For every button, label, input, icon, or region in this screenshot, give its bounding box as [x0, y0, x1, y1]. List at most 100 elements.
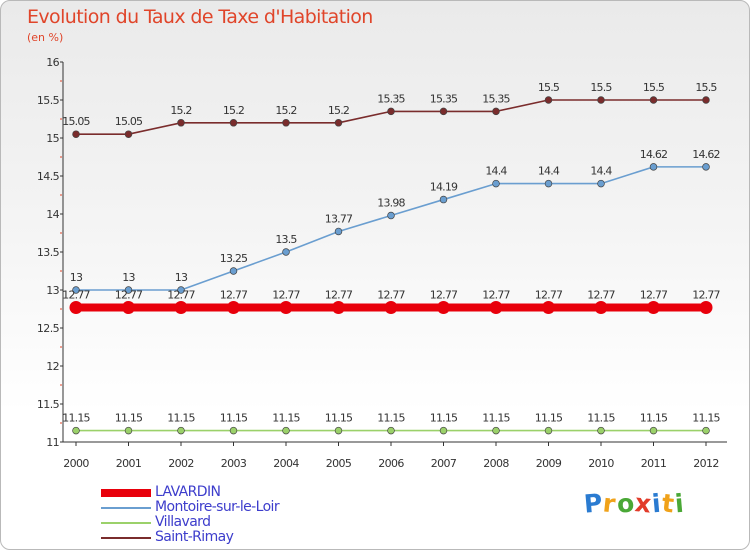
series-point-1 — [177, 286, 185, 294]
series-point-3 — [649, 96, 658, 104]
y-tick-label: 13 — [46, 284, 59, 297]
data-label-2: 11.15 — [640, 412, 668, 425]
data-label-3: 15.2 — [223, 104, 244, 117]
series-point-3 — [282, 119, 290, 127]
y-tick-label: 14 — [46, 208, 59, 221]
series-line-1 — [76, 166, 706, 291]
data-label-3: 15.5 — [643, 81, 665, 94]
data-label-2: 11.15 — [377, 412, 405, 425]
chart-legend: LAVARDIN Montoire-sur-le-Loir Villavard Sai… — [101, 485, 280, 545]
legend-label: Montoire-sur-le-Loir — [155, 499, 280, 515]
x-tick-label: 2003 — [221, 457, 247, 470]
legend-swatch — [101, 536, 151, 539]
x-tick-label: 2002 — [168, 457, 194, 470]
series-point-1 — [282, 248, 290, 256]
data-label-1: 13.77 — [325, 212, 353, 225]
data-label-1: 13 — [122, 271, 135, 284]
series-point-0 — [647, 300, 660, 314]
data-label-1: 14.19 — [430, 181, 458, 194]
y-tick-label: 15 — [46, 132, 59, 145]
data-label-3: 15.2 — [328, 104, 349, 117]
data-label-0: 12.77 — [587, 288, 615, 301]
series-point-1 — [72, 286, 80, 294]
x-tick-label: 2010 — [588, 457, 614, 470]
y-tick-label: 14.5 — [37, 170, 60, 183]
data-label-2: 11.15 — [62, 412, 90, 425]
data-label-2: 11.15 — [167, 412, 195, 425]
y-tick-label: 12 — [46, 360, 59, 373]
x-tick-label: 2009 — [536, 457, 562, 470]
data-label-1: 13.98 — [377, 197, 405, 210]
data-label-2: 11.15 — [325, 412, 353, 425]
data-label-3: 15.5 — [695, 81, 717, 94]
legend-item: LAVARDIN — [101, 485, 279, 500]
x-tick-label: 2004 — [273, 457, 299, 470]
series-point-2 — [649, 426, 658, 435]
series-point-0 — [279, 300, 293, 314]
series-point-2 — [282, 426, 290, 435]
series-point-3 — [544, 96, 553, 104]
y-tick-label: 11 — [46, 436, 59, 449]
series-point-2 — [439, 426, 448, 435]
data-label-1: 14.62 — [640, 148, 668, 161]
series-point-1 — [649, 163, 658, 171]
data-label-3: 15.5 — [538, 81, 560, 94]
series-point-2 — [387, 426, 395, 435]
series-point-0 — [437, 300, 450, 314]
series-point-2 — [544, 426, 553, 435]
series-point-2 — [72, 426, 80, 435]
series-point-2 — [177, 426, 185, 435]
data-label-1: 13 — [175, 271, 188, 284]
data-label-2: 11.15 — [692, 412, 720, 425]
y-tick-label: 12.5 — [37, 322, 60, 335]
data-label-2: 11.15 — [587, 412, 615, 425]
series-point-3 — [439, 107, 448, 116]
legend-label: Villavard — [155, 514, 211, 530]
legend-swatch — [101, 488, 151, 497]
series-point-1 — [124, 286, 133, 294]
legend-label: LAVARDIN — [155, 484, 221, 500]
data-label-3: 15.35 — [482, 92, 510, 105]
legend-swatch — [101, 506, 151, 509]
legend-swatch — [101, 521, 151, 524]
x-tick-label: 2007 — [431, 457, 457, 470]
data-label-0: 12.77 — [430, 288, 458, 301]
data-label-3: 15.2 — [275, 104, 296, 117]
chart-title: Evolution du Taux de Taxe d'Habitation — [27, 6, 373, 28]
data-label-2: 11.15 — [220, 412, 248, 425]
series-point-3 — [702, 96, 710, 104]
y-tick-label: 13.5 — [37, 246, 60, 259]
x-tick-label: 2006 — [378, 457, 404, 470]
data-label-1: 14.4 — [590, 165, 612, 178]
data-label-3: 15.5 — [590, 81, 612, 94]
data-label-3: 15.05 — [62, 115, 90, 128]
data-label-0: 12.77 — [272, 288, 300, 301]
data-label-0: 12.77 — [62, 288, 90, 301]
x-tick-label: 2012 — [693, 457, 719, 470]
series-point-3 — [72, 130, 80, 138]
data-label-0: 12.77 — [115, 288, 143, 301]
legend-item: Villavard — [101, 515, 279, 530]
data-label-3: 15.05 — [115, 115, 143, 128]
x-tick-label: 2011 — [641, 457, 667, 470]
data-label-2: 11.15 — [115, 412, 143, 425]
series-point-0 — [699, 300, 713, 314]
x-tick-label: 2001 — [116, 457, 142, 470]
y-tick-label: 11.5 — [37, 398, 60, 411]
series-point-2 — [492, 426, 500, 435]
series-point-0 — [384, 300, 398, 314]
data-label-2: 11.15 — [535, 412, 563, 425]
x-tick-label: 2008 — [483, 457, 509, 470]
x-tick-label: 2005 — [326, 457, 352, 470]
series-point-1 — [544, 179, 553, 188]
data-label-2: 11.15 — [272, 412, 300, 425]
x-tick-label: 2000 — [63, 457, 89, 470]
series-point-3 — [492, 107, 500, 116]
series-point-3 — [229, 119, 238, 127]
series-point-2 — [124, 426, 133, 435]
series-point-1 — [334, 227, 343, 236]
series-point-0 — [594, 300, 608, 314]
series-point-3 — [597, 96, 605, 104]
data-label-1: 13.25 — [220, 252, 248, 265]
data-label-1: 14.4 — [538, 165, 560, 178]
